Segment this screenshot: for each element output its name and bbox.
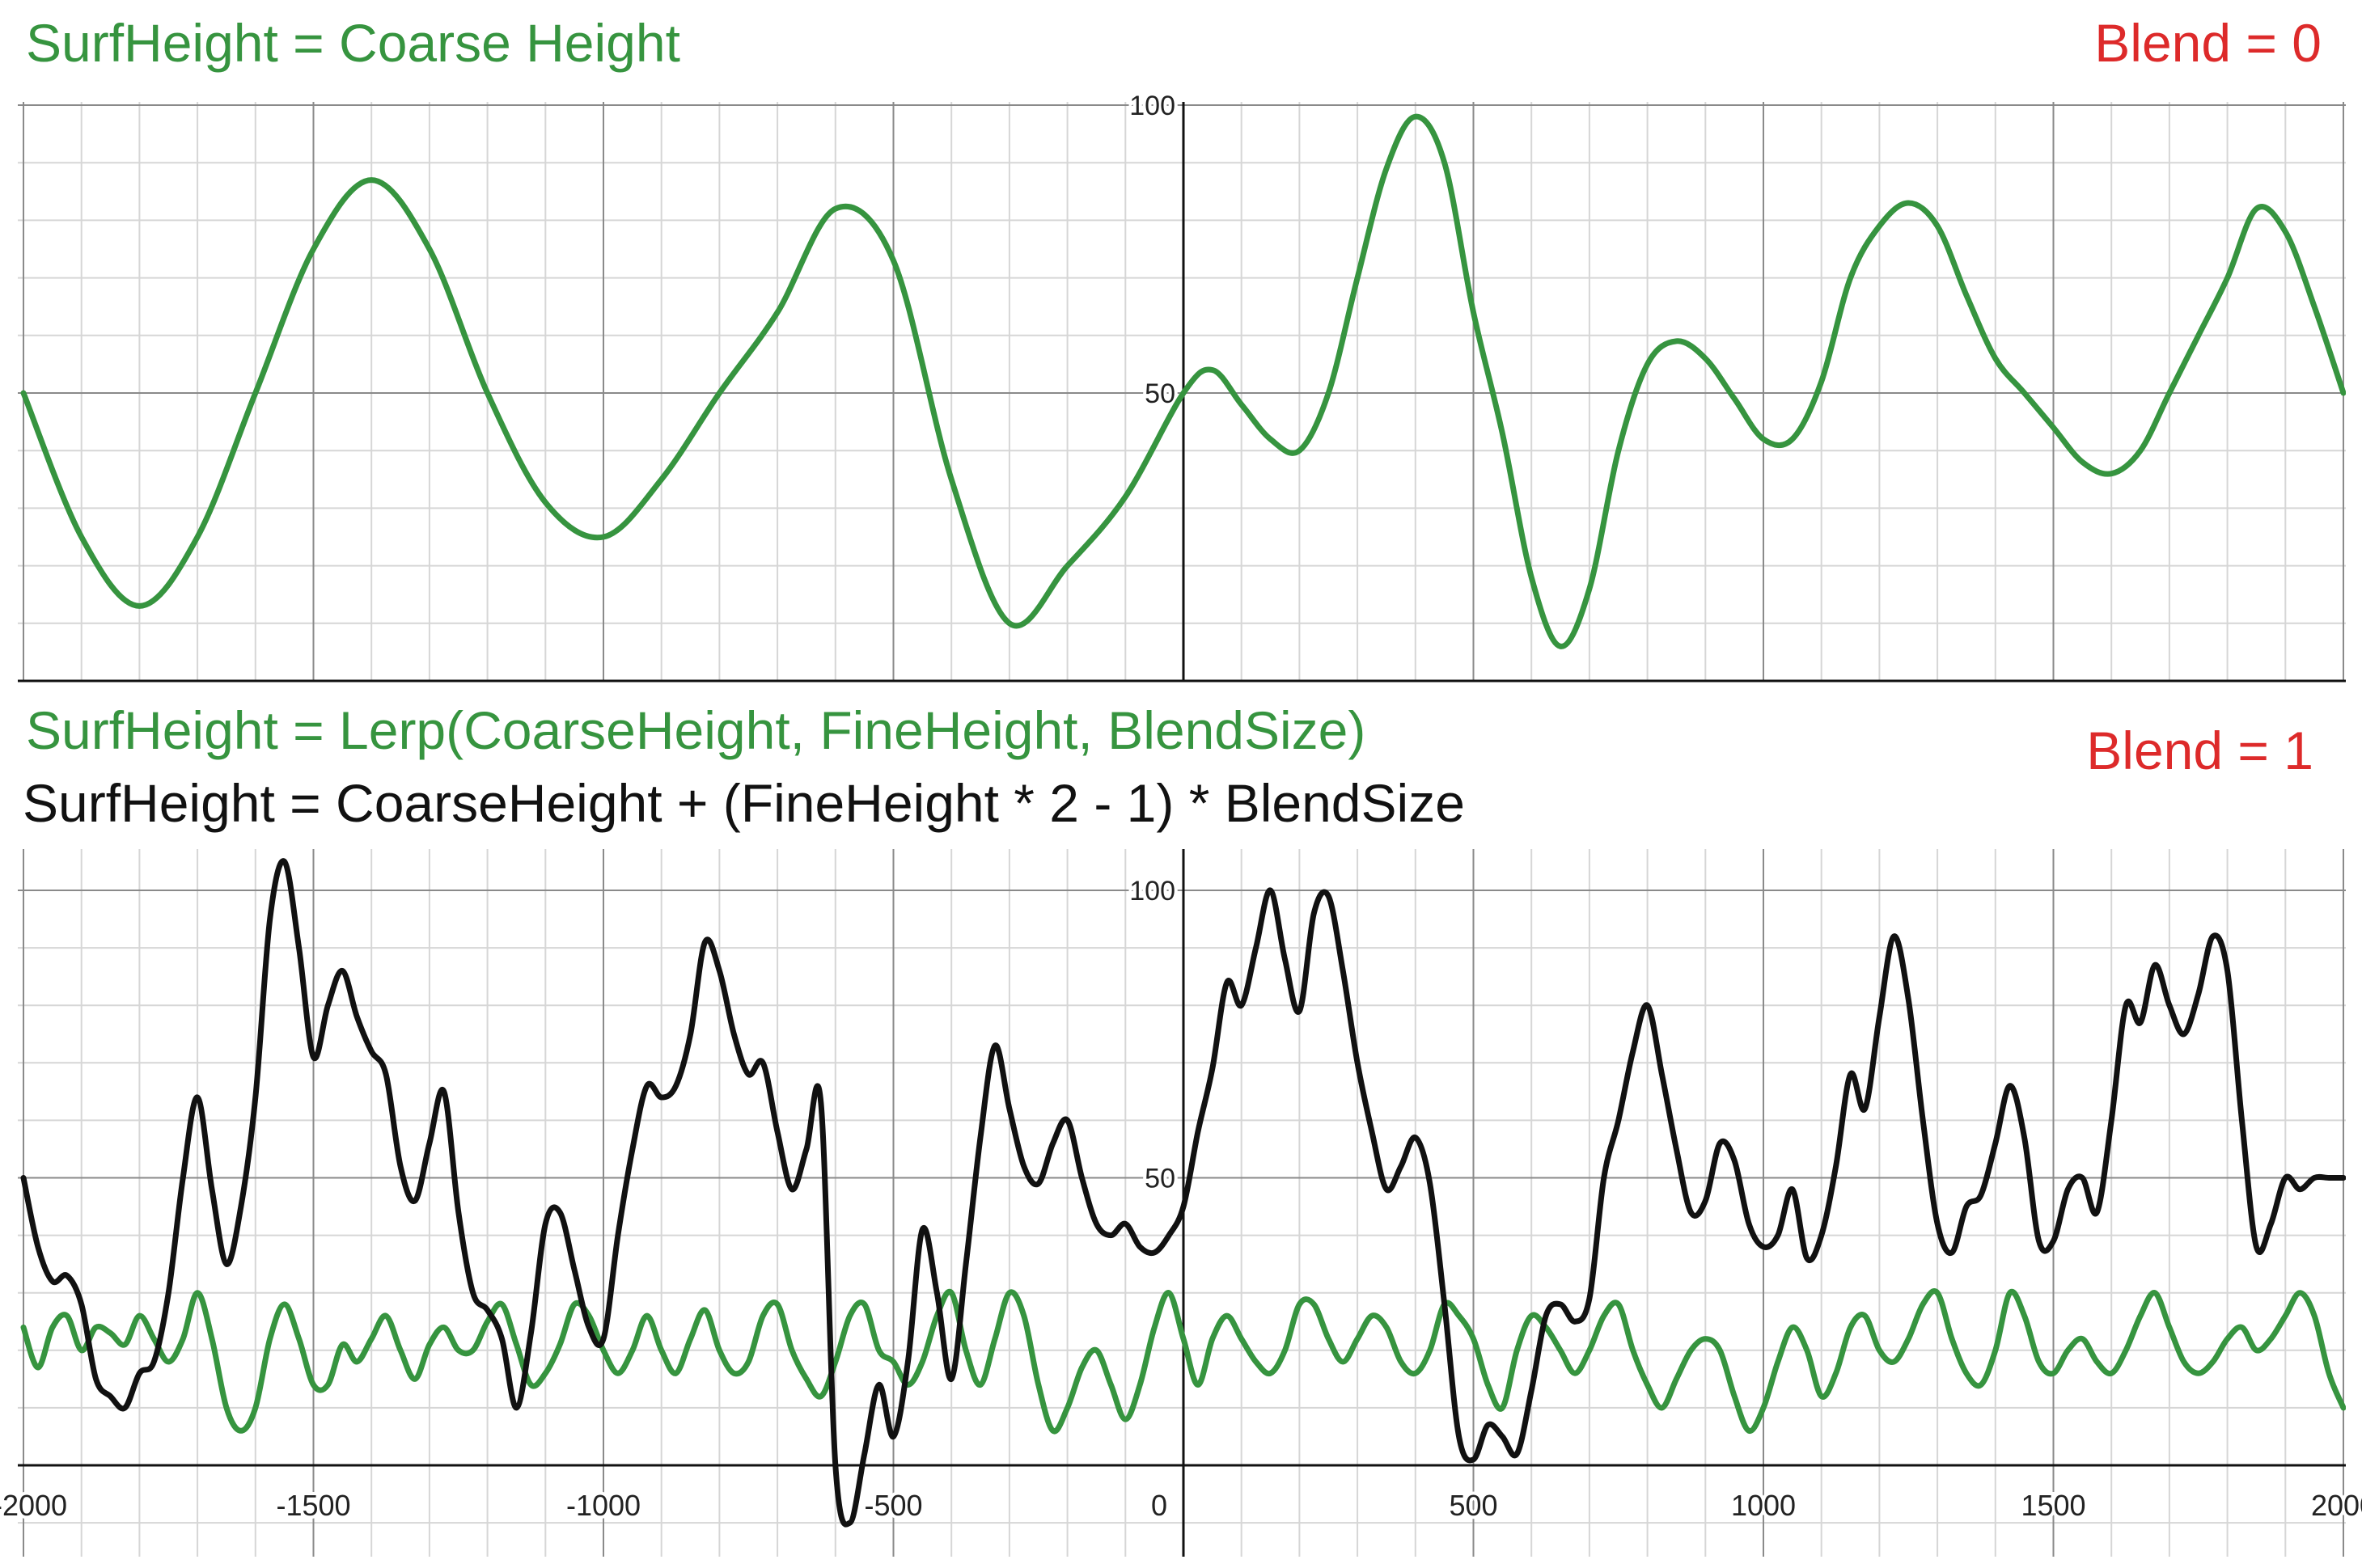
bottom-chart-title-formula: SurfHeight = CoarseHeight + (FineHeight … [23, 773, 1465, 833]
x-tick-label: 500 [1449, 1489, 1497, 1522]
y-tick-label: 100 [1129, 876, 1175, 907]
y-tick-label: 50 [1145, 378, 1175, 409]
x-tick-label: 1000 [1731, 1489, 1796, 1522]
bottom-chart-title-lerp: SurfHeight = Lerp(CoarseHeight, FineHeig… [26, 700, 1366, 760]
bottom-blend-label: Blend = 1 [2086, 721, 2313, 780]
x-tick-label: -2000 [0, 1489, 67, 1522]
x-tick-label: 2000 [2311, 1489, 2362, 1522]
x-tick-label: -1000 [566, 1489, 641, 1522]
x-tick-label: 0 [1151, 1489, 1167, 1522]
top-chart-title: SurfHeight = Coarse Height [26, 13, 680, 73]
series-line-black [20, 858, 2346, 1528]
x-tick-label: 1500 [2021, 1489, 2085, 1522]
top-blend-label: Blend = 0 [2094, 13, 2322, 73]
top-plot-area: 50 100 [18, 87, 2346, 683]
y-tick-label: 50 [1145, 1164, 1175, 1194]
series-line-green [20, 113, 2346, 649]
x-tick-label: -1500 [276, 1489, 350, 1522]
bottom-plot-area: 50 100 -2000 -1500 -1000 -500 0 500 1000 1500 2000 [0, 849, 2362, 1557]
x-tick-label: -500 [864, 1489, 922, 1522]
y-tick-label: 100 [1129, 91, 1175, 121]
series-line-green [20, 1288, 2346, 1435]
